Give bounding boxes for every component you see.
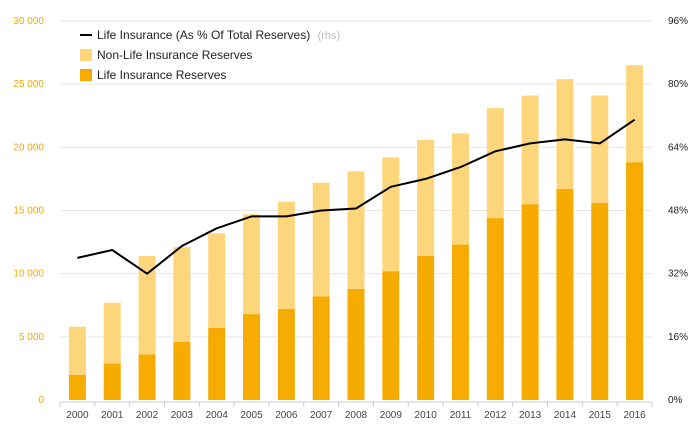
right-tick-label-0: 0% <box>668 395 683 406</box>
x-tick-label-2012: 2012 <box>484 410 507 421</box>
bar-nonlife-2006 <box>278 202 295 309</box>
bar-nonlife-2010 <box>417 140 434 256</box>
x-axis: 2000 2001 2002 2003 2004 2005 2006 2007 2008 2009… <box>60 402 652 421</box>
left-axis-ticks: 0 5 000 10 000 15 000 20 000 25 000 30 000 <box>13 16 44 406</box>
bars <box>69 65 643 400</box>
bar-life-2001 <box>104 363 121 400</box>
legend-swatch-life <box>80 69 92 81</box>
bar-life-2003 <box>173 342 190 400</box>
right-tick-label-5: 80% <box>668 79 688 90</box>
bar-life-2002 <box>139 355 156 400</box>
x-tick-label-2013: 2013 <box>519 410 542 421</box>
bar-nonlife-2014 <box>556 79 573 189</box>
left-tick-label-1: 5 000 <box>19 332 44 343</box>
x-tick-label-2002: 2002 <box>136 410 159 421</box>
legend: Life Insurance (As % Of Total Reserves) … <box>80 28 340 82</box>
bar-life-2005 <box>243 314 260 400</box>
bar-life-2014 <box>556 189 573 400</box>
x-tick-label-2009: 2009 <box>380 410 403 421</box>
left-tick-label-6: 30 000 <box>13 16 44 27</box>
bar-life-2007 <box>313 296 330 400</box>
left-tick-label-0: 0 <box>38 395 44 406</box>
right-tick-label-2: 32% <box>668 269 688 280</box>
bar-life-2006 <box>278 309 295 400</box>
bar-life-2010 <box>417 256 434 400</box>
x-tick-label-2004: 2004 <box>206 410 229 421</box>
legend-item-line: Life Insurance (As % Of Total Reserves) … <box>80 28 340 42</box>
x-tick-label-2005: 2005 <box>240 410 263 421</box>
bar-nonlife-2016 <box>626 65 643 162</box>
left-tick-label-2: 10 000 <box>13 269 44 280</box>
bar-life-2009 <box>382 271 399 400</box>
right-axis-ticks: 0% 16% 32% 48% 64% 80% 96% <box>668 16 688 406</box>
legend-item-life: Life Insurance Reserves <box>80 68 226 82</box>
right-tick-label-4: 64% <box>668 142 688 153</box>
legend-label-suffix: (rhs) <box>318 30 341 42</box>
x-tick-label-2007: 2007 <box>310 410 333 421</box>
bar-nonlife-2013 <box>522 96 539 205</box>
x-tick-label-2015: 2015 <box>589 410 612 421</box>
x-tick-label-2006: 2006 <box>275 410 298 421</box>
bar-nonlife-2003 <box>173 247 190 342</box>
legend-label-line: Life Insurance (As % Of Total Reserves) <box>97 28 310 42</box>
bar-life-2013 <box>522 204 539 400</box>
bar-nonlife-2009 <box>382 157 399 271</box>
x-tick-label-2010: 2010 <box>415 410 438 421</box>
left-tick-label-3: 15 000 <box>13 206 44 217</box>
bar-nonlife-2012 <box>487 108 504 218</box>
left-tick-label-5: 25 000 <box>13 79 44 90</box>
x-tick-label-2000: 2000 <box>66 410 89 421</box>
bar-nonlife-2001 <box>104 303 121 364</box>
legend-item-nonlife: Non-Life Insurance Reserves <box>80 48 252 62</box>
bar-nonlife-2000 <box>69 327 86 375</box>
bar-nonlife-2007 <box>313 183 330 297</box>
legend-swatch-nonlife <box>80 49 92 61</box>
x-tick-label-2014: 2014 <box>554 410 577 421</box>
left-tick-label-4: 20 000 <box>13 142 44 153</box>
bar-life-2012 <box>487 218 504 400</box>
bar-nonlife-2015 <box>591 96 608 203</box>
x-tick-label-2016: 2016 <box>623 410 646 421</box>
bar-life-2016 <box>626 162 643 400</box>
bar-life-2004 <box>208 328 225 400</box>
bar-nonlife-2011 <box>452 133 469 244</box>
bar-nonlife-2004 <box>208 233 225 328</box>
x-tick-label-2008: 2008 <box>345 410 368 421</box>
svg-text:Life Insurance (As % Of Total: Life Insurance (As % Of Total Reserves) … <box>97 28 340 42</box>
legend-label-life: Life Insurance Reserves <box>97 68 226 82</box>
x-tick-label-2011: 2011 <box>450 410 472 421</box>
x-tick-label-2001: 2001 <box>101 410 124 421</box>
right-tick-label-1: 16% <box>668 332 688 343</box>
bar-life-2008 <box>348 289 365 400</box>
bar-nonlife-2005 <box>243 214 260 314</box>
right-tick-label-6: 96% <box>668 16 688 27</box>
bar-life-2011 <box>452 245 469 400</box>
x-tick-label-2003: 2003 <box>171 410 194 421</box>
legend-label-nonlife: Non-Life Insurance Reserves <box>97 48 252 62</box>
bar-life-2015 <box>591 203 608 400</box>
right-tick-label-3: 48% <box>668 206 688 217</box>
bar-nonlife-2008 <box>348 171 365 288</box>
bar-life-2000 <box>69 375 86 400</box>
